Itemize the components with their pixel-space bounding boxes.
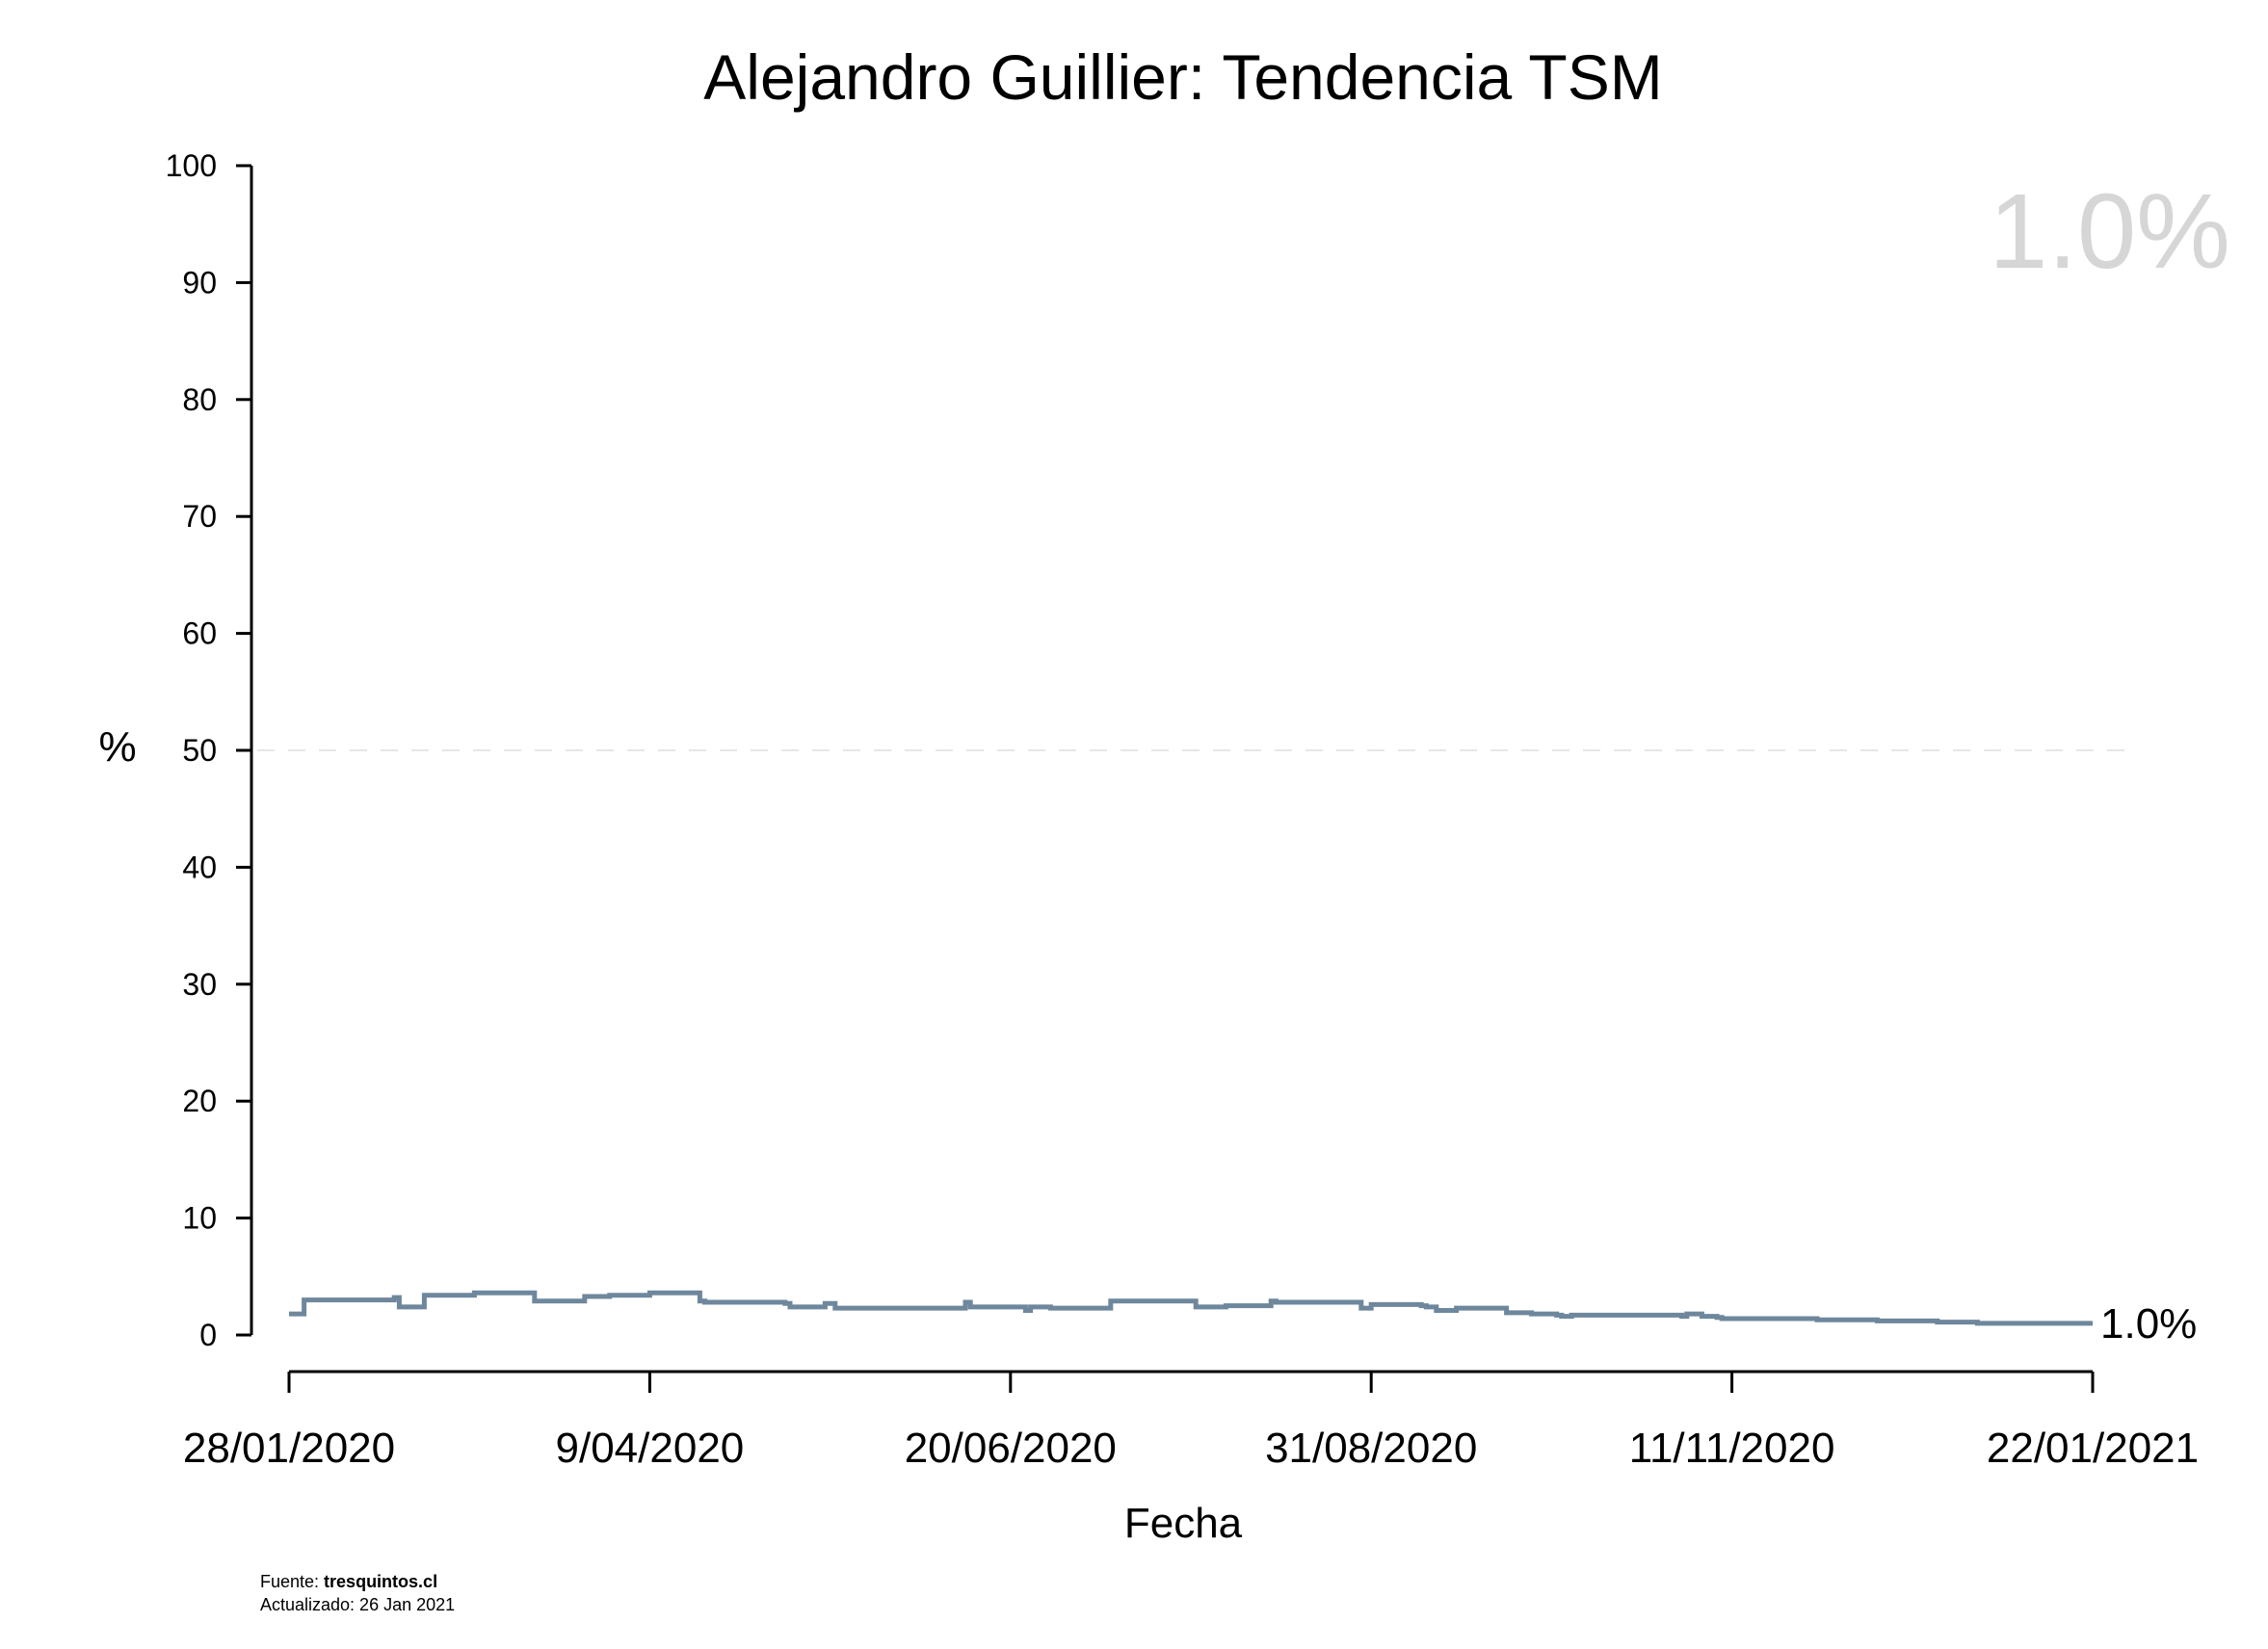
series-group (289, 1290, 2093, 1326)
updated-note: Actualizado: 26 Jan 2021 (260, 1595, 455, 1614)
x-axis-label: Fecha (1124, 1500, 1243, 1547)
x-tick-label: 28/01/2020 (183, 1425, 395, 1472)
source-name: tresquintos.cl (324, 1572, 437, 1591)
x-tick-label: 20/06/2020 (905, 1425, 1117, 1472)
y-tick-label: 30 (182, 967, 217, 1002)
y-tick-label: 40 (182, 850, 217, 884)
y-tick-label: 0 (199, 1318, 217, 1352)
source-prefix: Fuente: (260, 1572, 324, 1591)
series-line (289, 1290, 2093, 1326)
x-tick-label: 22/01/2021 (1987, 1425, 2199, 1472)
y-tick-label: 20 (182, 1084, 217, 1118)
current-value-watermark: 1.0% (1989, 172, 2230, 291)
x-tick-label: 31/08/2020 (1265, 1425, 1477, 1472)
y-tick-label: 90 (182, 265, 217, 300)
x-tick-label: 11/11/2020 (1629, 1425, 1835, 1472)
x-tick-label: 9/04/2020 (556, 1425, 745, 1472)
end-value-label: 1.0% (2100, 1300, 2197, 1348)
y-tick-label: 50 (182, 733, 217, 768)
x-axis: 28/01/2020 9/04/2020 20/06/2020 31/08/2020 1… (183, 1370, 2199, 1472)
y-tick-label: 80 (182, 382, 217, 417)
y-axis-label: % (98, 723, 136, 771)
source-note: Fuente: tresquintos.cl (260, 1572, 437, 1591)
y-tick-label: 70 (182, 499, 217, 534)
y-tick-label: 60 (182, 616, 217, 651)
y-tick-label: 10 (182, 1201, 217, 1236)
chart-title: Alejandro Guillier: Tendencia TSM (703, 41, 1662, 113)
y-tick-label: 100 (166, 148, 217, 183)
y-axis: 0 10 20 30 40 50 60 70 80 90 100 (166, 148, 253, 1352)
